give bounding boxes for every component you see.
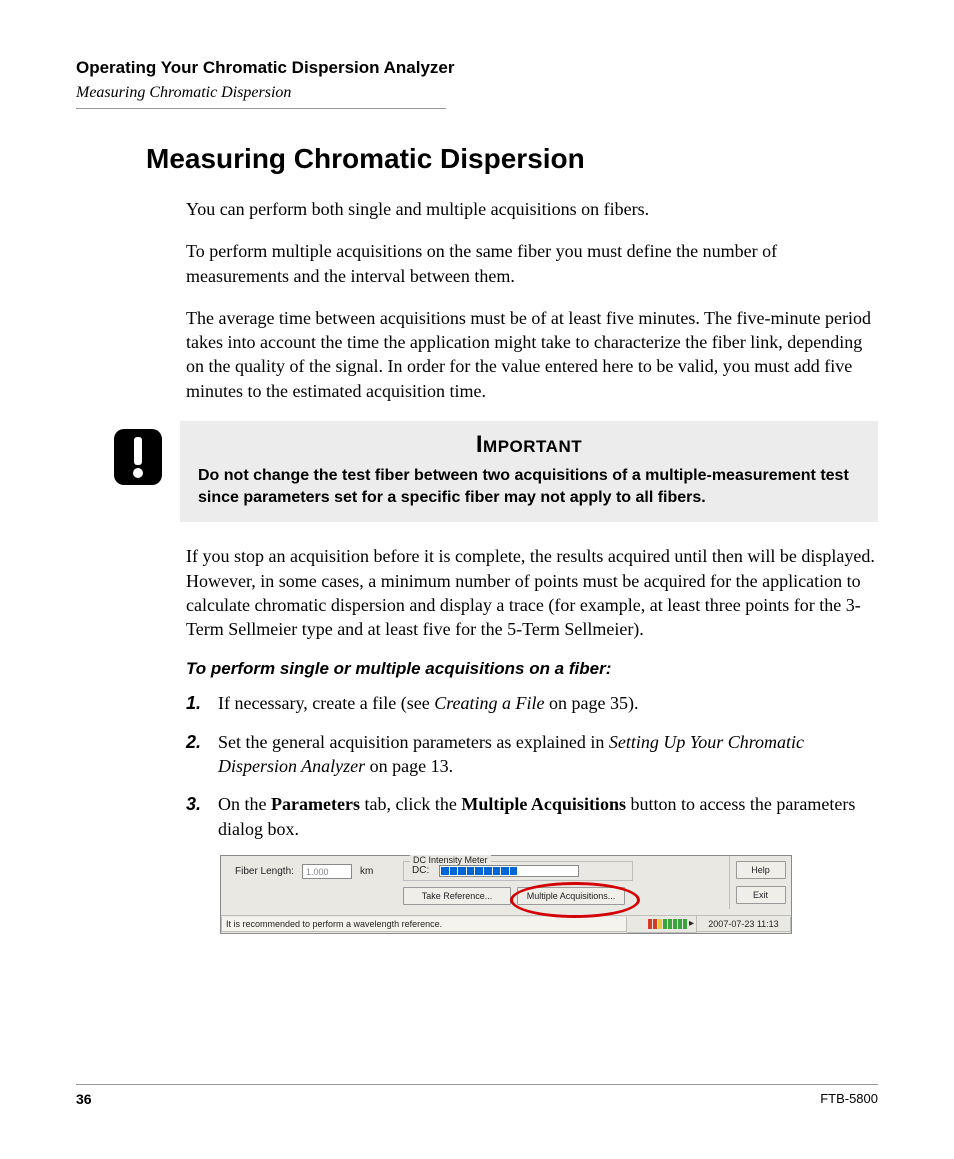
paragraph: If you stop an acquisition before it is … [186,544,878,641]
exclamation-icon [110,421,166,522]
paragraph: You can perform both single and multiple… [186,197,878,221]
step-number: 1. [186,691,204,715]
running-head-section: Measuring Chromatic Dispersion [76,84,878,102]
important-label: Important [198,431,860,459]
step-item: 1. If necessary, create a file (see Crea… [186,691,878,715]
status-timestamp: 2007-07-23 11:13 [697,917,791,932]
step-text: On the Parameters tab, click the Multipl… [218,792,878,841]
take-reference-button[interactable]: Take Reference... [403,887,511,905]
multiple-acquisitions-button[interactable]: Multiple Acquisitions... [517,887,625,905]
dc-group-legend: DC Intensity Meter [410,855,491,865]
header-rule [76,108,446,109]
step-text: If necessary, create a file (see Creatin… [218,691,878,715]
ui-ref: Parameters [271,794,360,814]
dc-intensity-group: DC Intensity Meter DC: [403,861,633,881]
important-text: Do not change the test fiber between two… [198,465,860,508]
paragraph: To perform multiple acquisitions on the … [186,239,878,288]
paragraph: The average time between acquisitions mu… [186,306,878,403]
xref: Creating a File [434,693,544,713]
step-item: 3. On the Parameters tab, click the Mult… [186,792,878,841]
page-footer: 36 FTB-5800 [76,1084,878,1107]
arrow-icon: ▸ [689,918,694,929]
ui-screenshot: Fiber Length: 1.000 km DC Intensity Mete… [220,855,792,934]
text-run: Set the general acquisition parameters a… [218,732,609,752]
text-run: On the [218,794,271,814]
signal-indicator: ▸ [627,916,697,933]
step-number: 2. [186,730,204,779]
ui-ref: Multiple Acquisitions [461,794,626,814]
text-run: If necessary, create a file (see [218,693,434,713]
fiber-length-label: Fiber Length: [235,866,294,877]
procedure-heading: To perform single or multiple acquisitio… [186,659,878,679]
text-run: tab, click the [360,794,461,814]
fiber-length-input[interactable]: 1.000 [302,864,352,879]
body-column: You can perform both single and multiple… [186,197,878,403]
page-number: 36 [76,1091,92,1107]
dc-label: DC: [412,865,429,876]
status-bar: It is recommended to perform a wavelengt… [221,916,791,933]
step-item: 2. Set the general acquisition parameter… [186,730,878,779]
important-callout: Important Do not change the test fiber b… [110,421,878,522]
status-message: It is recommended to perform a wavelengt… [221,917,627,932]
important-box: Important Do not change the test fiber b… [180,421,878,522]
text-run: on page 35). [545,693,639,713]
procedure-steps: 1. If necessary, create a file (see Crea… [186,691,878,840]
text-run: on page 13. [365,756,453,776]
section-title: Measuring Chromatic Dispersion [146,143,878,175]
running-head-chapter: Operating Your Chromatic Dispersion Anal… [76,58,878,78]
exit-button[interactable]: Exit [736,886,786,904]
dc-meter [439,865,579,877]
step-number: 3. [186,792,204,841]
document-id: FTB-5800 [820,1091,878,1107]
step-text: Set the general acquisition parameters a… [218,730,878,779]
body-column: If you stop an acquisition before it is … [186,544,878,641]
fiber-length-unit: km [360,866,373,877]
help-button[interactable]: Help [736,861,786,879]
